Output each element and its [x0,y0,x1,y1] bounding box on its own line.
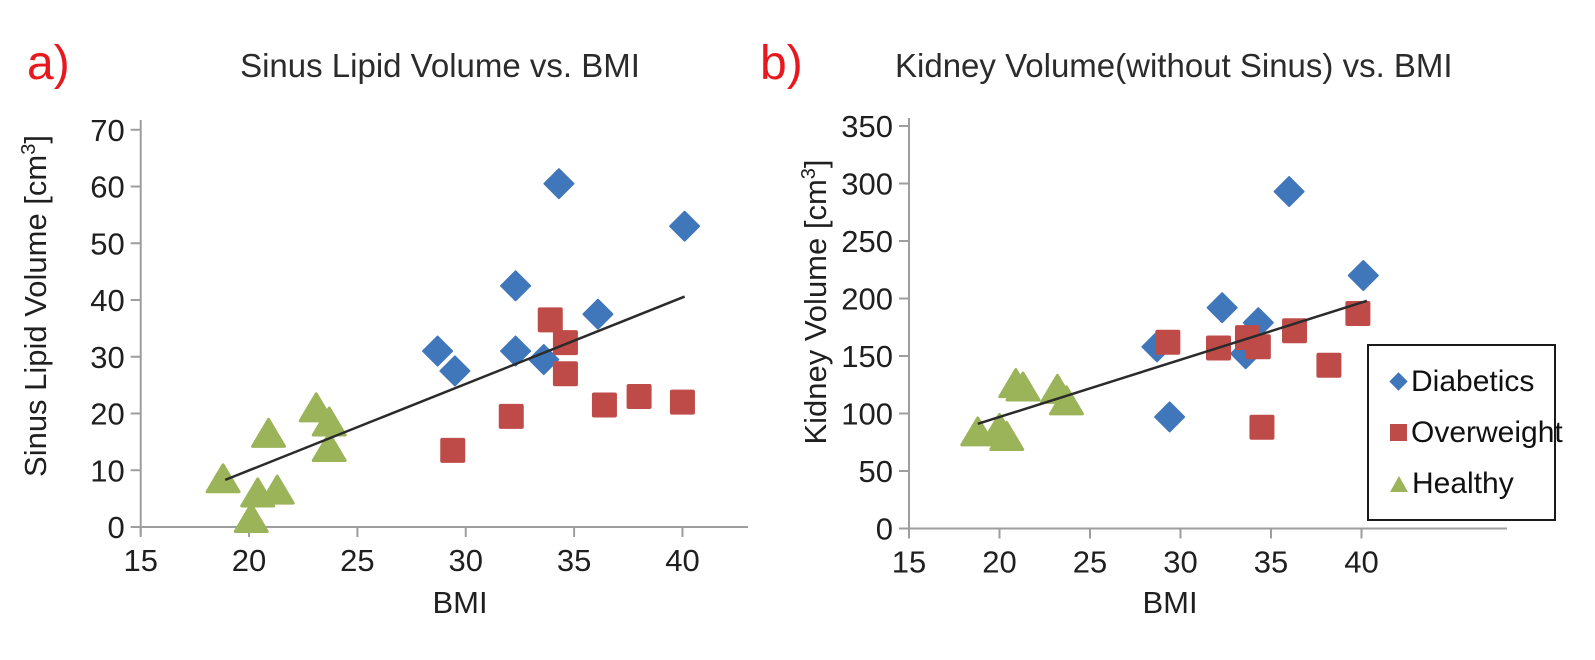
chart-b-ylabel: Kidney Volume [cm3] [798,159,834,444]
chart-a-ylabel: Sinus Lipid Volume [cm3] [18,135,54,477]
x-tick-label: 25 [340,543,374,578]
legend: Diabetics Overweight Healthy [1367,344,1563,521]
data-point-square [1155,329,1181,355]
y-tick-label: 20 [90,397,124,432]
data-point-square [552,361,578,387]
data-point-triangle [259,474,295,505]
y-tick-label: 0 [876,512,893,547]
x-tick-label: 40 [1344,545,1378,580]
panel-label-a: a) [27,37,70,90]
x-tick-label: 20 [982,545,1016,580]
chart-b-ylabel-sup: 3 [797,168,820,180]
data-point-diamond [422,335,454,367]
y-tick-label: 50 [859,454,893,489]
data-point-square [498,403,524,429]
y-tick-label: 250 [841,224,893,259]
data-point-diamond [582,298,614,330]
data-point-diamond [439,355,471,387]
triangle-marker-icon [1390,475,1408,492]
data-point-diamond [1273,176,1305,208]
x-tick-label: 30 [1163,545,1197,580]
x-tick-label: 35 [557,543,591,578]
trendline [224,295,686,482]
data-point-triangle [1048,385,1084,416]
chart-a-xlabel: BMI [432,585,488,620]
chart-a-ylabel-sup: 3 [17,143,40,155]
panel-label-b: b) [760,37,803,90]
data-point-triangle [989,421,1025,451]
diamond-marker-icon [1389,372,1408,391]
legend-label-diabetics: Diabetics [1411,364,1535,398]
data-point-triangle [1005,371,1041,402]
chart-a-title: Sinus Lipid Volume vs. BMI [240,47,640,84]
legend-label-overweight: Overweight [1411,415,1563,449]
x-tick-label: 25 [1073,545,1107,580]
y-tick-label: 150 [841,339,893,374]
y-tick-label: 40 [90,283,124,318]
data-point-diamond [669,210,701,242]
legend-label-healthy: Healthy [1412,466,1514,500]
trendline [977,299,1368,426]
data-point-square [1245,334,1271,360]
y-tick-label: 100 [841,397,893,432]
x-tick-label: 15 [123,543,157,578]
y-tick-label: 60 [90,170,124,205]
chart-b-title: Kidney Volume(without Sinus) vs. BMI [895,47,1453,84]
data-point-triangle [205,463,241,494]
data-point-square [669,389,695,415]
legend-item-overweight: Overweight [1389,416,1563,450]
square-marker-icon [1390,424,1407,441]
data-point-square [1249,414,1275,440]
x-tick-label: 15 [892,545,926,580]
y-tick-label: 200 [841,282,893,317]
data-point-square [1316,352,1342,378]
chart-b-ylabel-close: ] [798,159,834,169]
chart-b-xlabel: BMI [1142,585,1198,620]
data-point-diamond [1154,401,1186,433]
data-point-diamond [543,168,575,200]
legend-item-healthy: Healthy [1389,467,1554,501]
data-point-square [1345,300,1371,326]
legend-item-diabetics: Diabetics [1389,365,1554,399]
y-tick-label: 10 [90,453,124,488]
data-point-triangle [311,432,347,463]
chart-a-ylabel-text: Sinus Lipid Volume [cm [18,154,54,477]
y-tick-label: 70 [90,113,124,148]
y-tick-label: 50 [90,226,124,261]
data-point-square [440,437,466,463]
data-point-diamond [528,344,560,376]
data-point-triangle [233,502,269,533]
y-tick-label: 300 [841,167,893,202]
x-tick-label: 40 [665,543,699,578]
y-tick-label: 0 [107,510,124,545]
data-point-square [552,330,578,356]
x-tick-label: 20 [232,543,266,578]
data-point-diamond [1347,260,1379,291]
data-point-square [537,307,563,333]
y-tick-label: 350 [841,109,893,144]
chart-a-ylabel-close: ] [18,135,54,144]
data-point-diamond [500,335,532,367]
y-tick-label: 30 [90,340,124,375]
data-point-square [626,383,652,409]
data-point-diamond [1206,292,1238,324]
chart-b-ylabel-text: Kidney Volume [cm [798,179,834,445]
x-tick-label: 35 [1254,545,1288,580]
data-point-triangle [251,417,287,448]
data-point-square [591,392,617,418]
data-point-diamond [500,270,532,302]
x-tick-label: 30 [449,543,483,578]
